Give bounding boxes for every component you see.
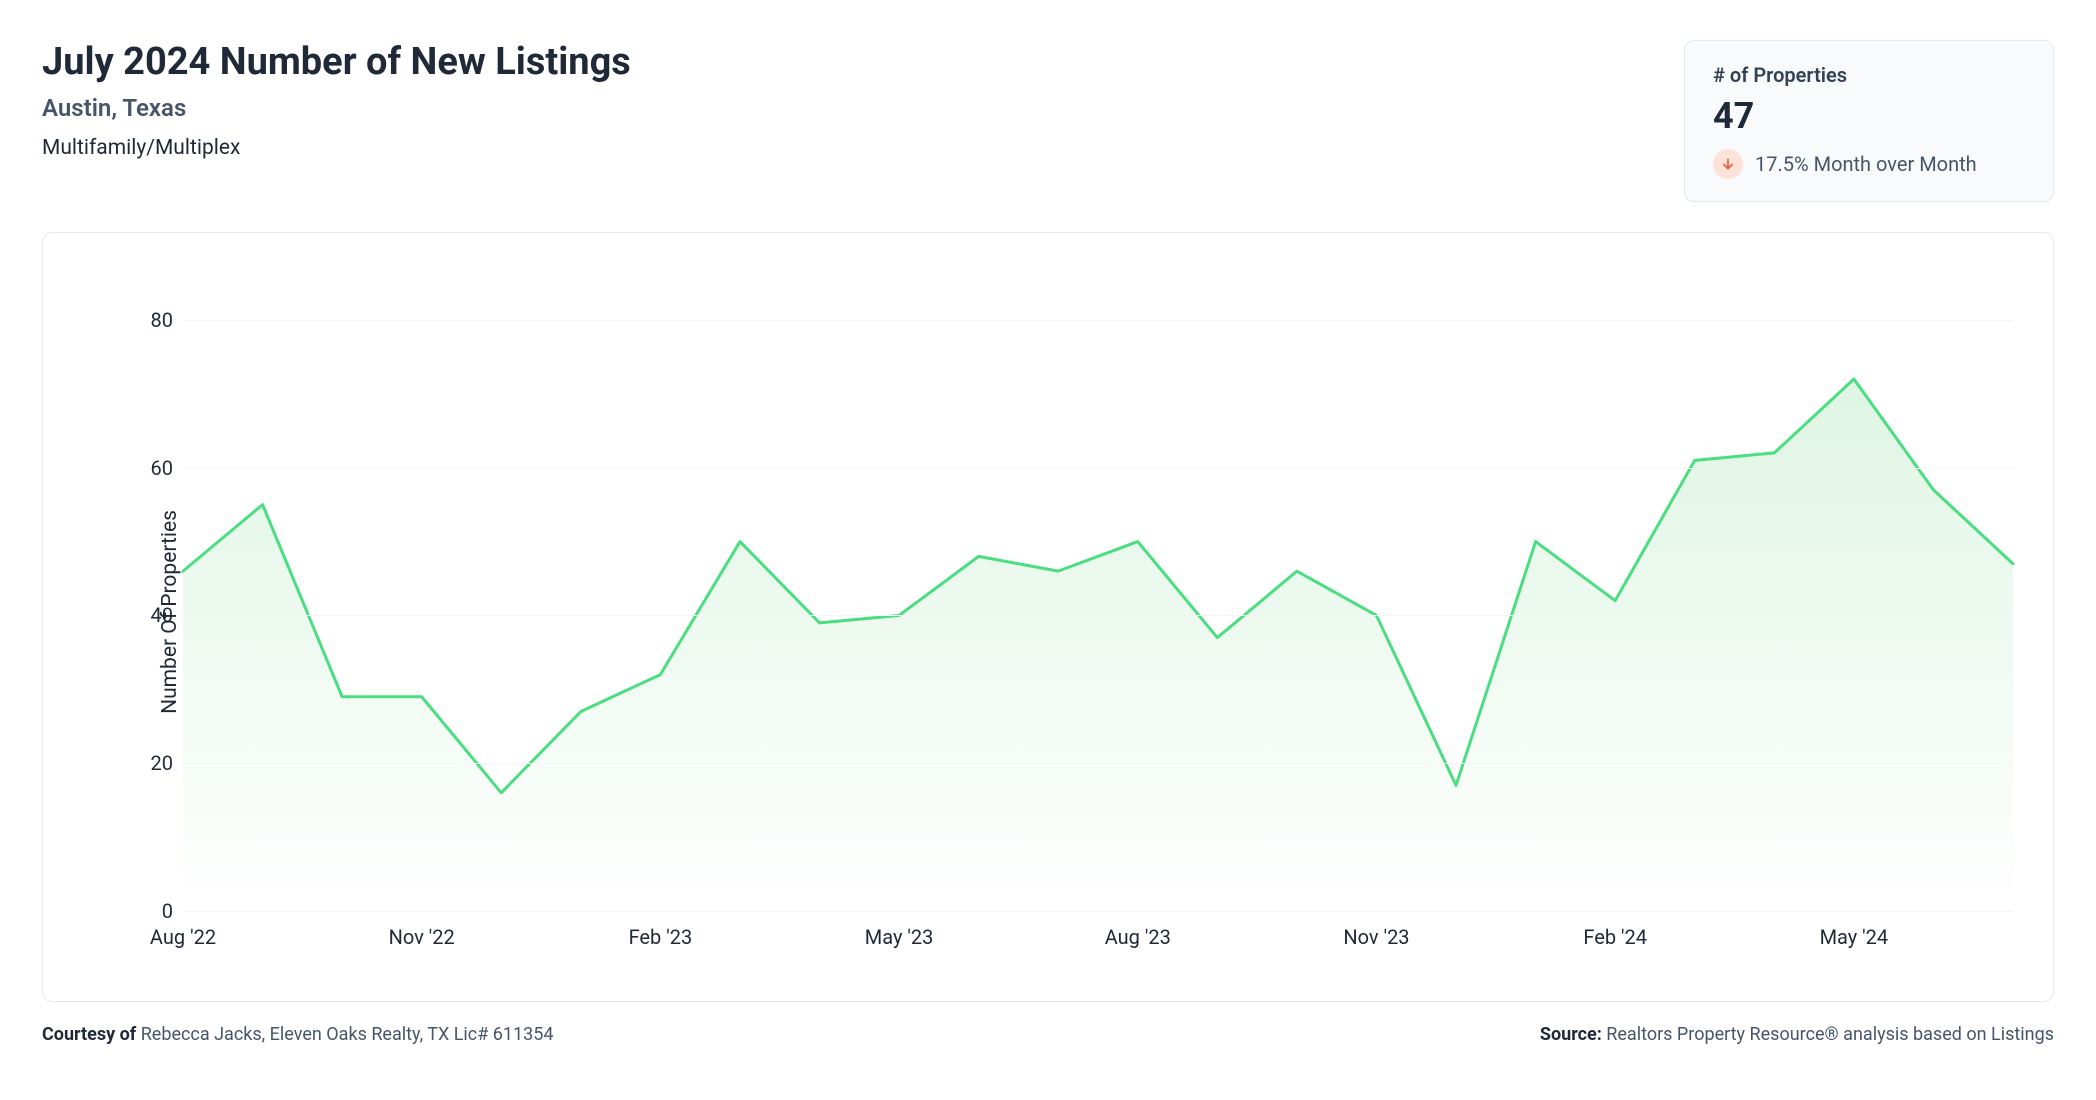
y-tick-label: 60 — [133, 456, 173, 480]
grid-line — [183, 320, 2013, 321]
y-tick-label: 80 — [133, 308, 173, 332]
grid-line — [183, 615, 2013, 616]
summary-value: 47 — [1713, 95, 2025, 137]
grid-line — [183, 763, 2013, 764]
x-tick-label: Aug '22 — [150, 925, 216, 949]
x-tick-label: Nov '22 — [389, 925, 455, 949]
summary-delta: 17.5% Month over Month — [1713, 149, 2025, 179]
plot-region: 020406080Aug '22Nov '22Feb '23May '23Aug… — [183, 283, 2013, 911]
footer: Courtesy of Rebecca Jacks, Eleven Oaks R… — [42, 1024, 2054, 1045]
source-text: Source: Realtors Property Resource® anal… — [1540, 1024, 2054, 1045]
chart-inner: Number Of Properties 020406080Aug '22Nov… — [73, 253, 2023, 971]
courtesy-text: Courtesy of Rebecca Jacks, Eleven Oaks R… — [42, 1024, 553, 1045]
location-label: Austin, Texas — [42, 94, 631, 122]
y-tick-label: 0 — [133, 899, 173, 923]
chart-container: Number Of Properties 020406080Aug '22Nov… — [42, 232, 2054, 1002]
page-title: July 2024 Number of New Listings — [42, 40, 631, 84]
delta-text: 17.5% Month over Month — [1755, 152, 1977, 176]
title-block: July 2024 Number of New Listings Austin,… — [42, 40, 631, 160]
property-type-label: Multifamily/Multiplex — [42, 136, 631, 160]
x-tick-label: Nov '23 — [1343, 925, 1409, 949]
grid-line — [183, 468, 2013, 469]
header-row: July 2024 Number of New Listings Austin,… — [42, 40, 2054, 202]
grid-line — [183, 911, 2013, 912]
x-tick-label: May '23 — [865, 925, 934, 949]
summary-card: # of Properties 47 17.5% Month over Mont… — [1684, 40, 2054, 202]
courtesy-label: Courtesy of — [42, 1024, 141, 1045]
summary-label: # of Properties — [1713, 63, 2025, 87]
x-tick-label: Aug '23 — [1105, 925, 1171, 949]
arrow-down-icon — [1713, 149, 1743, 179]
y-tick-label: 20 — [133, 751, 173, 775]
line-chart-svg — [183, 283, 2013, 911]
x-tick-label: May '24 — [1820, 925, 1889, 949]
x-tick-label: Feb '24 — [1583, 925, 1647, 949]
x-tick-label: Feb '23 — [629, 925, 693, 949]
y-tick-label: 40 — [133, 603, 173, 627]
source-label: Source: — [1540, 1024, 1606, 1045]
